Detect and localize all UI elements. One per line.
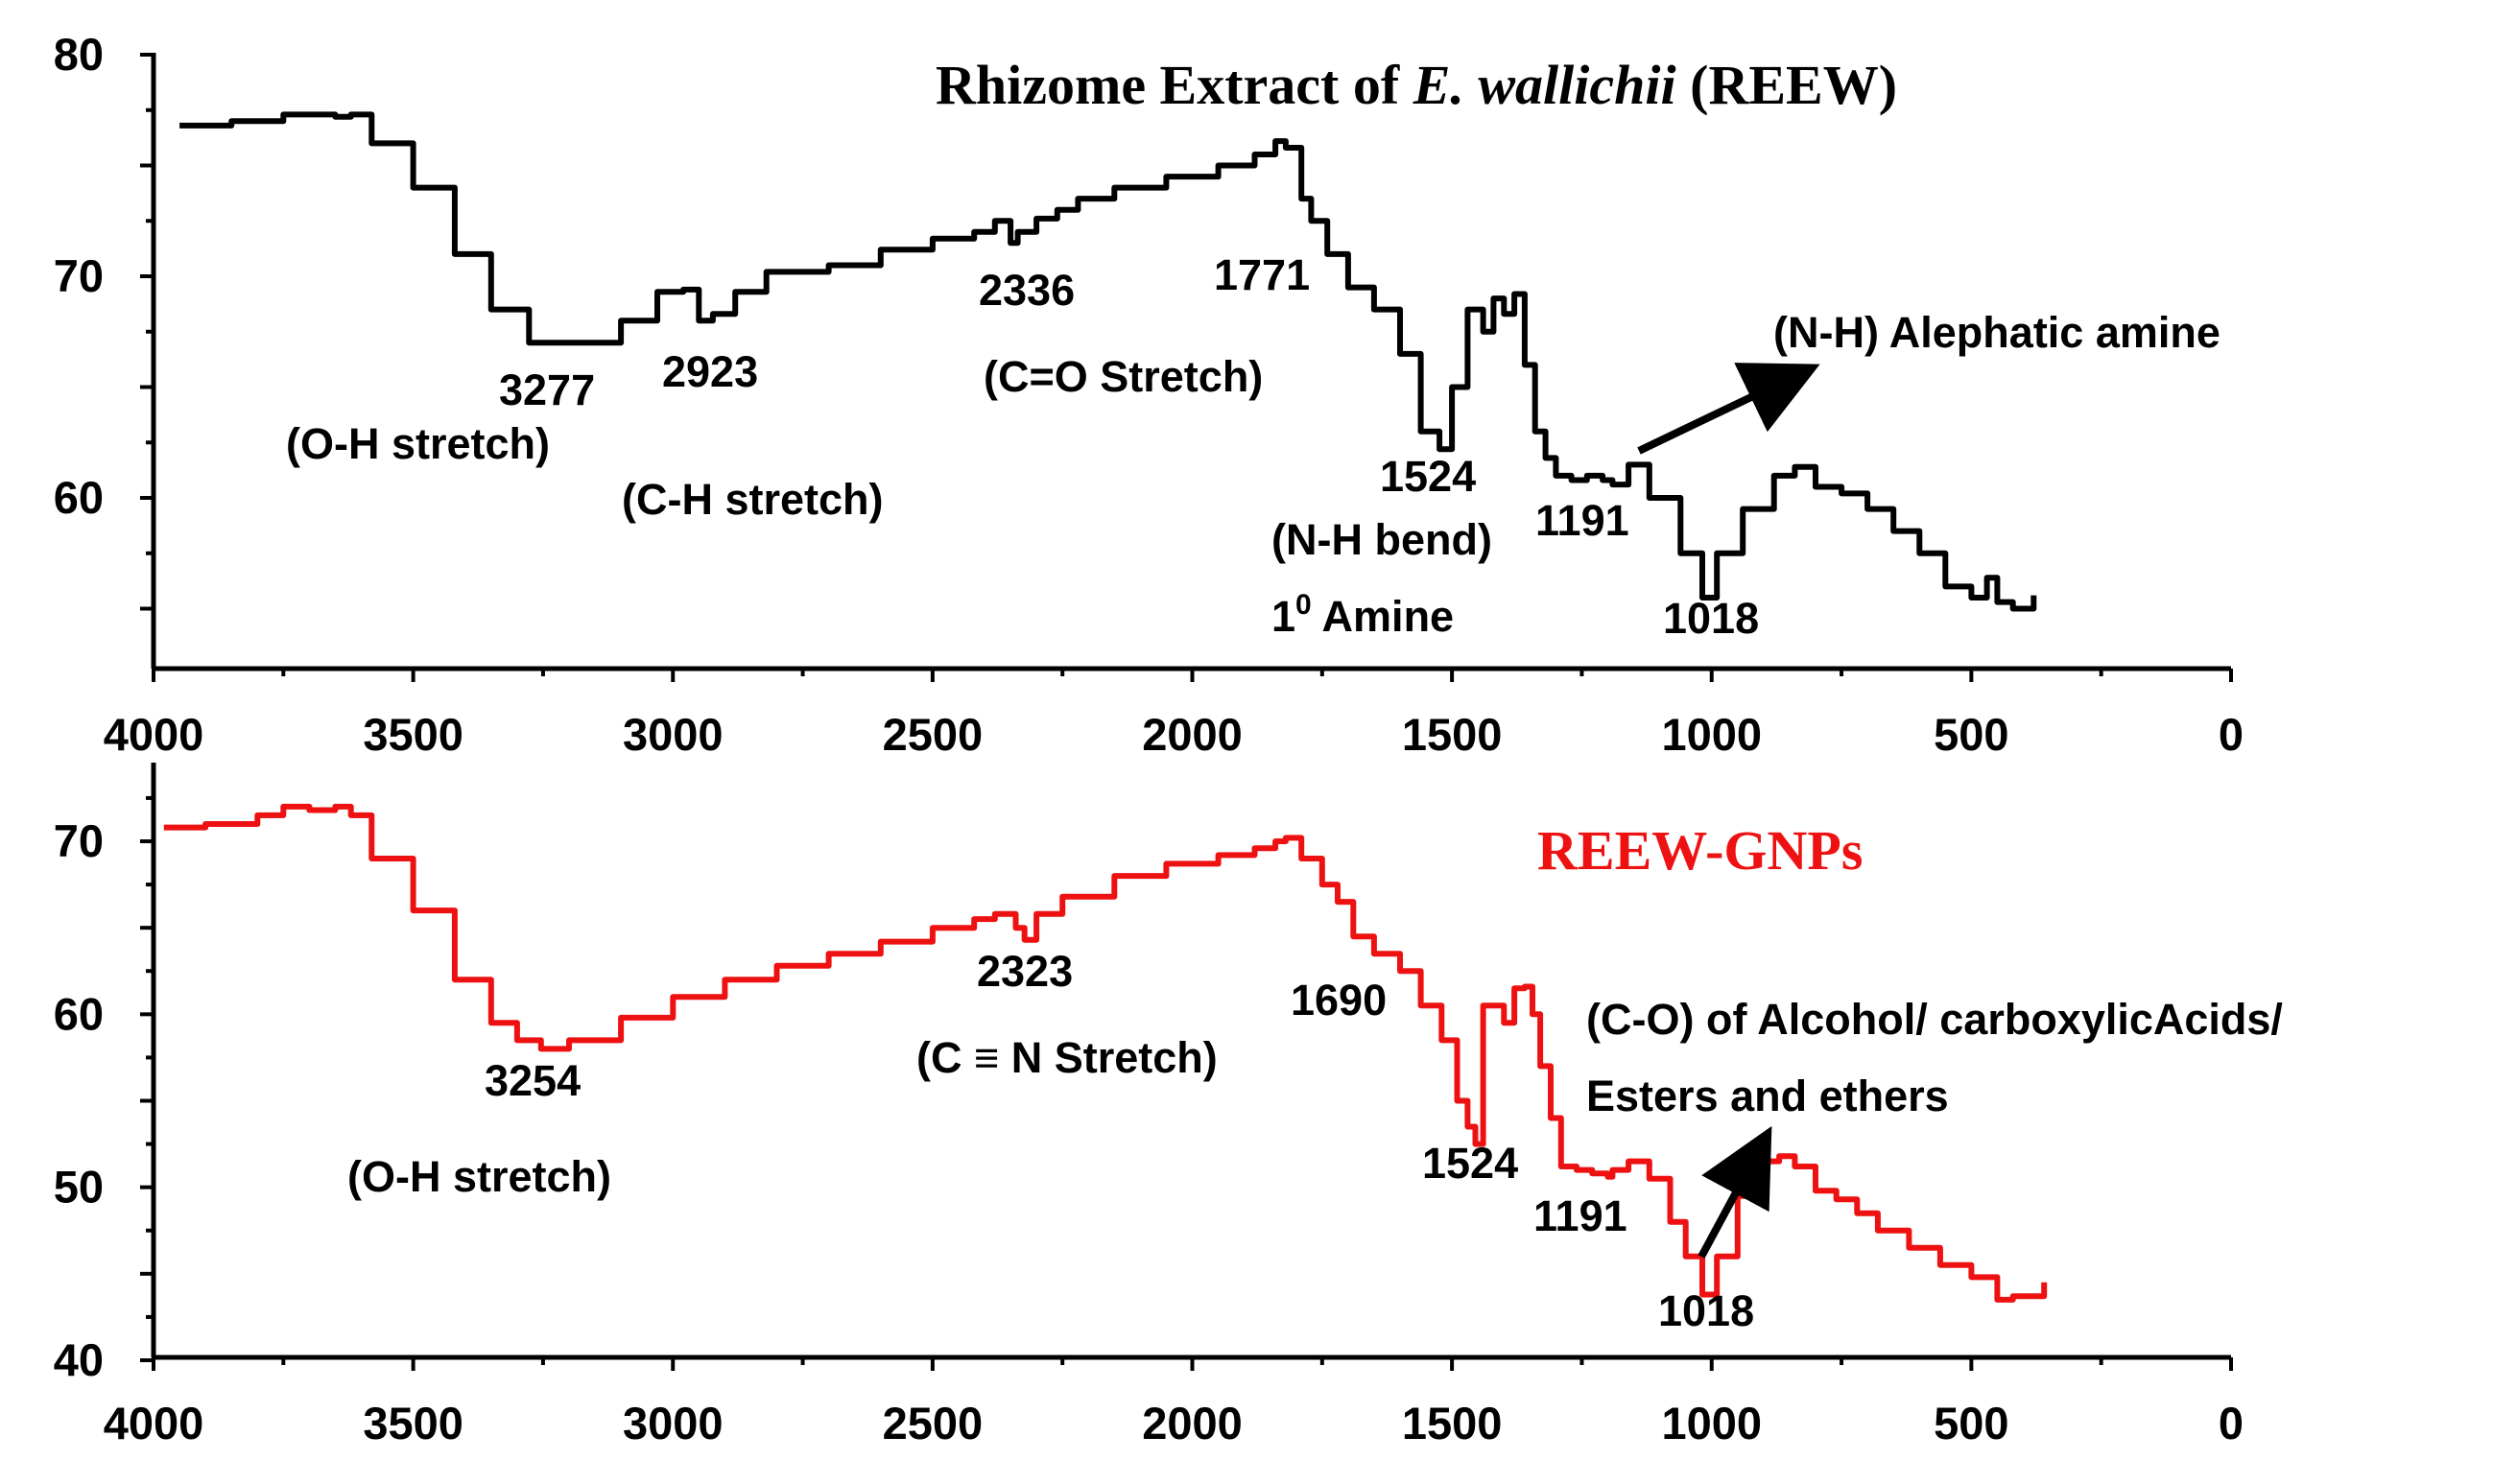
top-nh-bend-label: (N-H bend) (1271, 515, 1492, 564)
top-peak-1191-label: 1191 (1535, 496, 1629, 545)
top-chart-title: Rhizome Extract of E. wallichii (REEW) (936, 54, 1897, 116)
bottom-x-tick-label: 2500 (883, 1398, 984, 1449)
bottom-y-tick-label: 40 (54, 1334, 104, 1385)
top-amine-superscript: 0 (1295, 589, 1312, 621)
top-x-tick-label: 4000 (104, 709, 204, 760)
bottom-x-tick-label: 0 (2219, 1398, 2244, 1449)
bottom-axes: 4000 3500 3000 2500 2000 1500 1000 500 0 40 50 60 70 (54, 763, 2244, 1449)
top-peak-1524-label: 1524 (1380, 452, 1476, 501)
bottom-x-tick-label: 3500 (363, 1398, 463, 1449)
top-y-tick-label: 70 (54, 250, 104, 301)
top-y-tick-label: 60 (54, 472, 104, 523)
top-title-part1: Rhizome Extract of (936, 54, 1413, 116)
bottom-x-tick-label: 1000 (1661, 1398, 1762, 1449)
top-x-tick-label: 2500 (883, 709, 984, 760)
top-x-tick-label: 1000 (1661, 709, 1762, 760)
top-title-part2: E. wallichii (1413, 54, 1676, 116)
bottom-peak-2323-label: 2323 (977, 947, 1073, 996)
bottom-peak-3254-label: 3254 (485, 1056, 581, 1105)
top-peak-1018-label: 1018 (1663, 594, 1759, 643)
top-x-tick-label: 500 (1934, 709, 2008, 760)
bottom-y-tick-label: 50 (54, 1162, 104, 1213)
top-peak-2923-label: 2923 (662, 347, 758, 396)
top-y-tick-label: 80 (54, 29, 104, 80)
top-amine-digit: 1 (1271, 592, 1295, 641)
bottom-x-tick-label: 500 (1934, 1398, 2008, 1449)
bottom-oh-stretch-label: (O-H stretch) (347, 1152, 611, 1201)
top-co-stretch-label: (C=O Stretch) (984, 352, 1263, 401)
top-peak-2336-label: 2336 (979, 266, 1075, 315)
top-spectrum-line (179, 111, 2037, 612)
top-oh-stretch-label: (O-H stretch) (286, 419, 550, 468)
bottom-annotation-arrow (1698, 1125, 1772, 1259)
bottom-y-tick-label: 70 (54, 815, 104, 866)
bottom-peak-1690-label: 1690 (1291, 976, 1387, 1025)
top-annotation-arrow (1637, 363, 1820, 455)
top-title-part3: (REEW) (1676, 54, 1897, 116)
bottom-co-alcohol-label: (C-O) of Alcohol/ carboxylicAcids/ (1586, 995, 2283, 1044)
top-axes: 4000 3500 3000 2500 2000 1500 1000 500 0 60 70 80 (54, 29, 2244, 760)
bottom-peak-1018-label: 1018 (1658, 1286, 1754, 1335)
top-x-tick-label: 3500 (363, 709, 463, 760)
top-nh-aliphatic-amine-label: (N-H) Alephatic amine (1773, 308, 2220, 357)
top-x-tick-label: 0 (2219, 709, 2244, 760)
top-x-tick-label: 2000 (1142, 709, 1243, 760)
bottom-peak-1191-label: 1191 (1533, 1191, 1627, 1240)
bottom-x-tick-label: 1500 (1402, 1398, 1503, 1449)
bottom-chart-title: REEW-GNPs (1537, 819, 1863, 882)
bottom-cn-stretch-label: (C ≡ N Stretch) (916, 1033, 1218, 1082)
top-peak-3277-label: 3277 (499, 365, 595, 414)
chart-bottom: 4000 3500 3000 2500 2000 1500 1000 500 0 40 50 60 70… (54, 763, 2283, 1449)
bottom-y-tick-label: 60 (54, 988, 104, 1039)
top-x-tick-label: 3000 (623, 709, 724, 760)
chart-top: 4000 3500 3000 2500 2000 1500 1000 500 0 60 70 80 R… (54, 29, 2244, 760)
bottom-peak-1524-label: 1524 (1422, 1139, 1518, 1188)
top-primary-amine-label: 10 Amine (1271, 589, 1454, 641)
top-x-tick-label: 1500 (1402, 709, 1503, 760)
top-amine-word: Amine (1312, 592, 1454, 641)
bottom-x-tick-label: 4000 (104, 1398, 204, 1449)
top-peak-1771-label: 1771 (1214, 250, 1310, 299)
bottom-x-tick-label: 2000 (1142, 1398, 1243, 1449)
bottom-esters-ethers-label: Esters and ethers (1586, 1072, 1949, 1120)
bottom-x-tick-label: 3000 (623, 1398, 724, 1449)
top-ch-stretch-label: (C-H stretch) (622, 475, 884, 524)
